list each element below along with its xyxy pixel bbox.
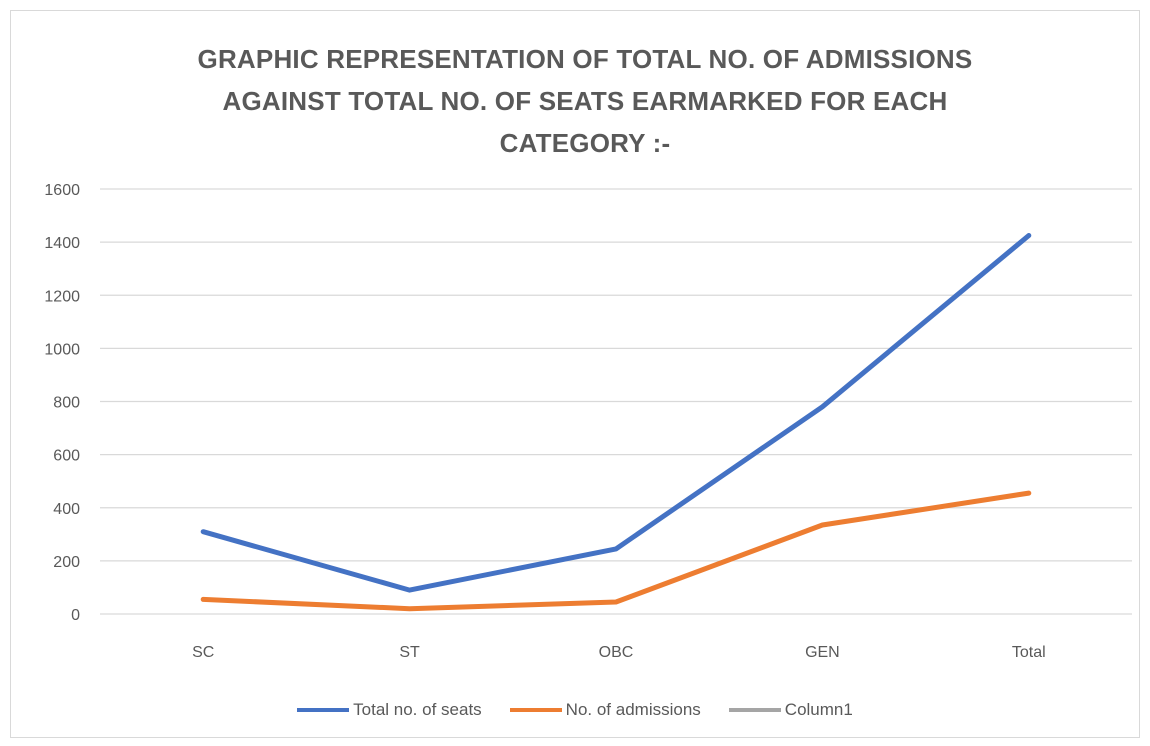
legend-item-admissions: No. of admissions bbox=[509, 700, 701, 720]
chart-title: GRAPHIC REPRESENTATION OF TOTAL NO. OF A… bbox=[60, 38, 1110, 164]
legend-swatch-column1 bbox=[728, 708, 781, 712]
x-tick-label-sc: SC bbox=[192, 644, 214, 661]
legend-item-column1: Column1 bbox=[728, 700, 853, 720]
x-tick-label-gen: GEN bbox=[805, 644, 840, 661]
y-axis-tick-labels: 0 200 400 600 800 1000 1200 1400 1600 bbox=[44, 182, 80, 624]
y-tick-label-1000: 1000 bbox=[44, 341, 80, 358]
y-tick-label-800: 800 bbox=[53, 395, 80, 412]
y-tick-label-600: 600 bbox=[53, 448, 80, 465]
x-tick-label-st: ST bbox=[399, 644, 420, 661]
x-tick-label-total: Total bbox=[1012, 644, 1046, 661]
y-tick-label-0: 0 bbox=[71, 607, 80, 624]
legend-item-total-seats: Total no. of seats bbox=[297, 700, 482, 720]
legend-label-admissions: No. of admissions bbox=[565, 700, 701, 719]
legend: Total no. of seats No. of admissions Col… bbox=[0, 700, 1150, 720]
legend-swatch-total-seats bbox=[297, 708, 350, 712]
y-tick-label-1200: 1200 bbox=[44, 288, 80, 305]
chart-title-line-3: CATEGORY :- bbox=[499, 128, 671, 158]
x-tick-label-obc: OBC bbox=[599, 644, 634, 661]
y-tick-label-1600: 1600 bbox=[44, 182, 80, 199]
y-tick-label-200: 200 bbox=[53, 554, 80, 571]
chart-title-line-1: GRAPHIC REPRESENTATION OF TOTAL NO. OF A… bbox=[197, 44, 973, 74]
legend-swatch-admissions bbox=[509, 708, 562, 712]
chart-frame bbox=[10, 10, 1140, 738]
x-axis-tick-labels: SC ST OBC GEN Total bbox=[192, 644, 1046, 661]
chart-title-line-2: AGAINST TOTAL NO. OF SEATS EARMARKED FOR… bbox=[222, 86, 948, 116]
series-lines bbox=[200, 233, 1032, 612]
legend-label-column1: Column1 bbox=[784, 700, 853, 719]
y-tick-label-400: 400 bbox=[53, 501, 80, 518]
series-line-0 bbox=[200, 233, 1032, 593]
y-tick-label-1400: 1400 bbox=[44, 235, 80, 252]
legend-label-total-seats: Total no. of seats bbox=[353, 700, 482, 719]
